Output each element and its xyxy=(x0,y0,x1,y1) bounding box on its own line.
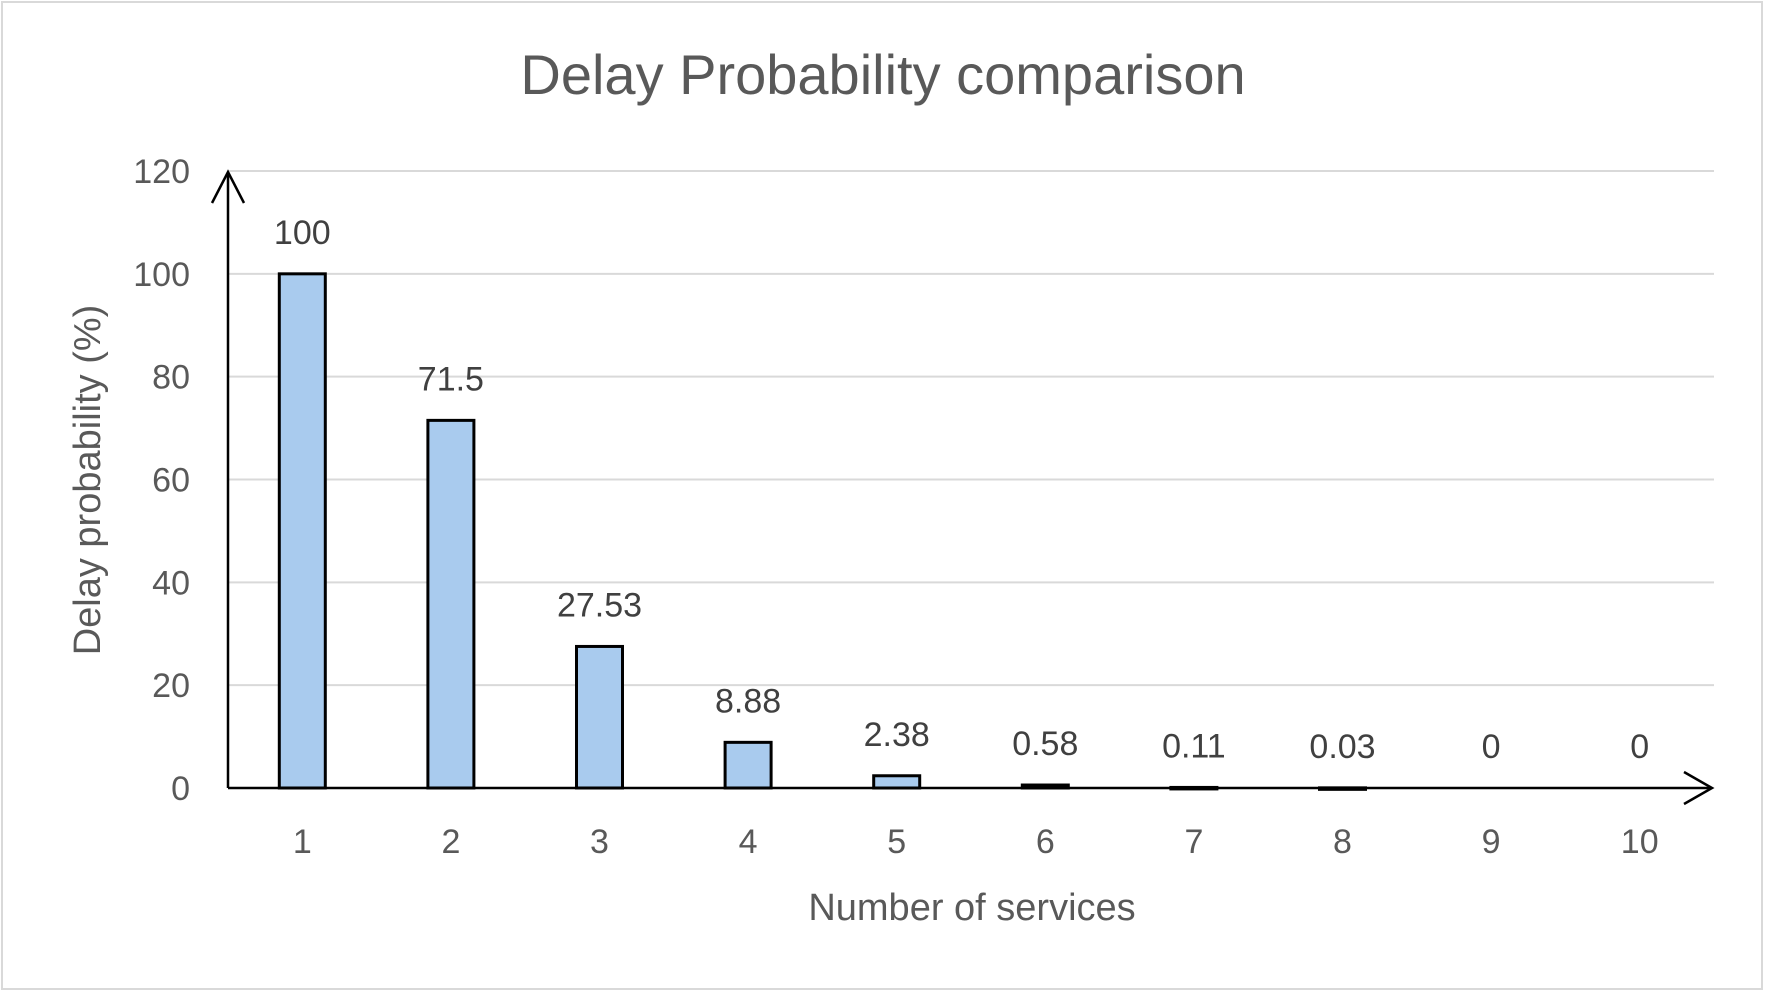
y-tick-label: 120 xyxy=(133,153,190,191)
data-label: 2.38 xyxy=(864,716,930,754)
chart-title: Delay Probability comparison xyxy=(520,43,1245,106)
x-tick-label: 4 xyxy=(739,823,758,861)
data-label: 0.03 xyxy=(1309,728,1375,766)
x-tick-label: 7 xyxy=(1184,823,1203,861)
x-tick-label: 6 xyxy=(1036,823,1055,861)
y-axis-ticks: 0 20 40 60 80 100 120 xyxy=(133,153,190,808)
x-tick-label: 2 xyxy=(441,823,460,861)
y-tick-label: 100 xyxy=(133,256,190,294)
x-tick-label: 10 xyxy=(1621,823,1659,861)
x-axis-ticks: 1 2 3 4 5 6 7 8 9 10 xyxy=(293,823,1659,861)
y-tick-label: 0 xyxy=(171,770,190,808)
y-tick-label: 40 xyxy=(152,564,190,602)
data-label: 0 xyxy=(1630,728,1649,766)
data-label: 27.53 xyxy=(557,586,642,624)
axes xyxy=(210,169,1715,806)
gridlines xyxy=(228,170,1714,687)
x-tick-label: 8 xyxy=(1333,823,1352,861)
x-axis-title: Number of services xyxy=(808,887,1135,929)
x-tick-label: 1 xyxy=(293,823,312,861)
data-label: 0.11 xyxy=(1162,727,1226,765)
data-label: 0.58 xyxy=(1012,725,1078,763)
y-tick-label: 20 xyxy=(152,667,190,705)
bar xyxy=(723,740,773,790)
bar xyxy=(872,774,922,790)
data-label: 71.5 xyxy=(418,360,484,398)
data-label: 0 xyxy=(1482,728,1501,766)
y-tick-label: 60 xyxy=(152,462,190,500)
x-tick-label: 3 xyxy=(590,823,609,861)
bars xyxy=(277,272,1367,791)
bar xyxy=(426,418,476,790)
data-label: 8.88 xyxy=(715,682,781,720)
data-label: 100 xyxy=(274,214,331,252)
bar xyxy=(575,644,624,790)
y-tick-label: 80 xyxy=(152,359,190,397)
data-labels: 100 71.5 27.53 8.88 2.38 0.58 0.11 0.03 0 0 xyxy=(274,214,1649,766)
y-axis-arrow xyxy=(210,169,246,204)
x-axis-arrow xyxy=(1683,770,1715,806)
x-tick-label: 5 xyxy=(887,823,906,861)
x-tick-label: 9 xyxy=(1482,823,1501,861)
y-axis-title: Delay probability (%) xyxy=(67,305,109,656)
bar xyxy=(277,272,327,790)
